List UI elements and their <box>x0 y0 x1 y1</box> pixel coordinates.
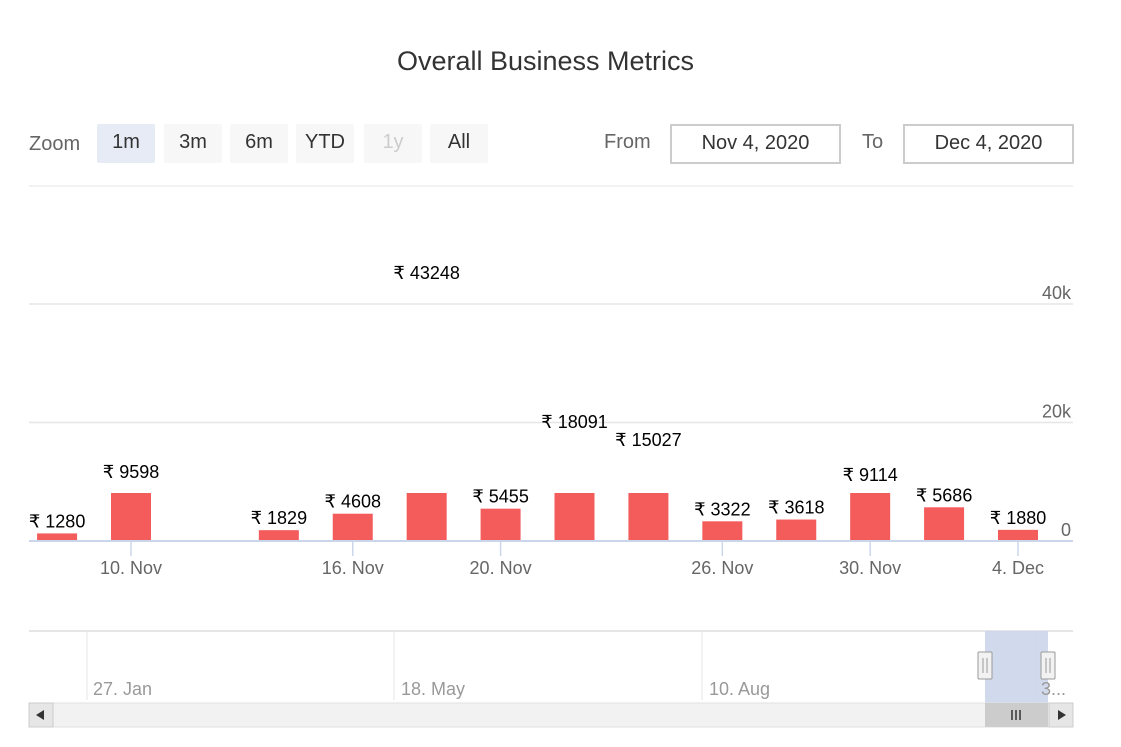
x-tick-label: 26. Nov <box>691 558 753 578</box>
range-selector: Zoom 1m 3m 6m YTD 1y All From Nov 4, 202… <box>0 124 1121 164</box>
bar[interactable] <box>998 529 1038 541</box>
data-label: ₹ 5455 <box>472 487 529 507</box>
x-tick-label: 16. Nov <box>322 558 384 578</box>
y-tick-label: 0 <box>1061 520 1071 540</box>
y-tick-label: 20k <box>1042 402 1072 422</box>
navigator-label: 3... <box>1041 679 1066 699</box>
zoom-1m-button[interactable]: 1m <box>97 124 155 163</box>
bar[interactable] <box>776 519 817 541</box>
bar[interactable] <box>554 493 595 541</box>
x-axis-ticks: 10. Nov 16. Nov 20. Nov 26. Nov 30. Nov 4. De… <box>100 541 1044 578</box>
bar[interactable] <box>924 507 965 541</box>
data-label: ₹ 3322 <box>694 499 751 519</box>
navigator-label: 27. Jan <box>93 679 152 699</box>
data-label: ₹ 1880 <box>990 508 1047 528</box>
data-label: ₹ 15027 <box>615 430 682 450</box>
data-label: ₹ 9598 <box>103 462 160 482</box>
zoom-all-button[interactable]: All <box>430 124 488 163</box>
zoom-ytd-button[interactable]: YTD <box>296 124 354 163</box>
y-tick-label: 40k <box>1042 283 1072 303</box>
data-label: ₹ 1280 <box>29 511 86 531</box>
to-label: To <box>862 131 884 153</box>
zoom-label: Zoom <box>29 133 81 155</box>
data-label: ₹ 3618 <box>768 498 825 518</box>
data-label: ₹ 18091 <box>541 412 608 432</box>
bar-series <box>37 493 1038 541</box>
y-axis-labels: 0 20k 40k <box>1042 283 1072 540</box>
bar[interactable] <box>850 493 891 541</box>
data-label: ₹ 43248 <box>393 263 460 283</box>
zoom-6m-button[interactable]: 6m <box>230 124 288 163</box>
data-labels: ₹ 1280 ₹ 9598 ₹ 1829 ₹ 4608 ₹ 43248 ₹ 5455 ₹ 1… <box>29 263 1046 532</box>
bar[interactable] <box>480 508 521 541</box>
data-label: ₹ 9114 <box>843 465 898 485</box>
from-date-input[interactable]: Nov 4, 2020 <box>670 124 841 164</box>
from-label: From <box>604 131 651 153</box>
chart-title: Overall Business Metrics <box>396 46 695 76</box>
zoom-3m-button[interactable]: 3m <box>164 124 222 163</box>
bar[interactable] <box>37 533 78 541</box>
navigator-left-handle[interactable] <box>977 651 993 680</box>
data-label: ₹ 5686 <box>916 485 973 505</box>
bar[interactable] <box>406 493 447 541</box>
x-tick-label: 30. Nov <box>839 558 901 578</box>
x-tick-label: 10. Nov <box>100 558 162 578</box>
data-label: ₹ 4608 <box>325 492 382 512</box>
x-tick-label: 20. Nov <box>470 558 532 578</box>
scrollbar[interactable] <box>28 702 1074 728</box>
navigator-label: 18. May <box>401 679 465 699</box>
chevron-right-icon <box>1058 710 1066 720</box>
navigator-label: 10. Aug <box>709 679 770 699</box>
navigator[interactable]: 27. Jan 18. May 10. Aug 3... <box>29 630 1073 703</box>
bar[interactable] <box>628 493 669 541</box>
x-tick-label: 4. Dec <box>992 558 1044 578</box>
bar[interactable] <box>332 513 373 541</box>
bar[interactable] <box>111 493 151 541</box>
bar[interactable] <box>702 521 743 541</box>
zoom-1y-button[interactable]: 1y <box>364 124 422 163</box>
to-date-input[interactable]: Dec 4, 2020 <box>903 124 1074 164</box>
navigator-mask[interactable] <box>985 631 1048 703</box>
bar[interactable] <box>258 530 299 541</box>
scrollbar-track[interactable] <box>28 702 1074 728</box>
data-label: ₹ 1829 <box>251 508 308 528</box>
chevron-left-icon <box>36 710 44 720</box>
navigator-right-handle[interactable] <box>1040 651 1056 680</box>
y-grid <box>29 303 1073 424</box>
